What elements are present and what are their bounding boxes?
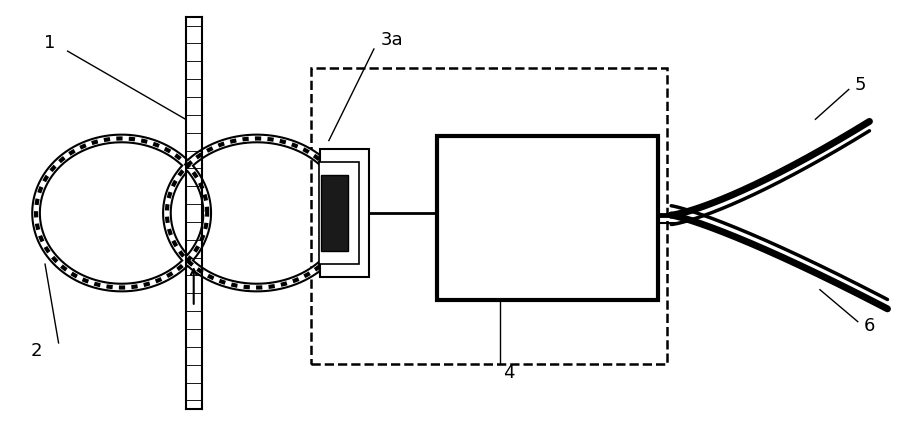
Bar bbox=[311, 68, 667, 364]
Text: 5: 5 bbox=[855, 76, 866, 94]
Text: 4: 4 bbox=[504, 364, 514, 382]
Polygon shape bbox=[321, 175, 348, 251]
Text: 6: 6 bbox=[864, 317, 875, 335]
Polygon shape bbox=[320, 149, 369, 277]
Text: 2: 2 bbox=[31, 343, 41, 360]
Polygon shape bbox=[319, 162, 359, 264]
Text: 3a: 3a bbox=[380, 32, 404, 49]
Bar bbox=[437, 136, 658, 300]
Text: 1: 1 bbox=[44, 34, 55, 52]
